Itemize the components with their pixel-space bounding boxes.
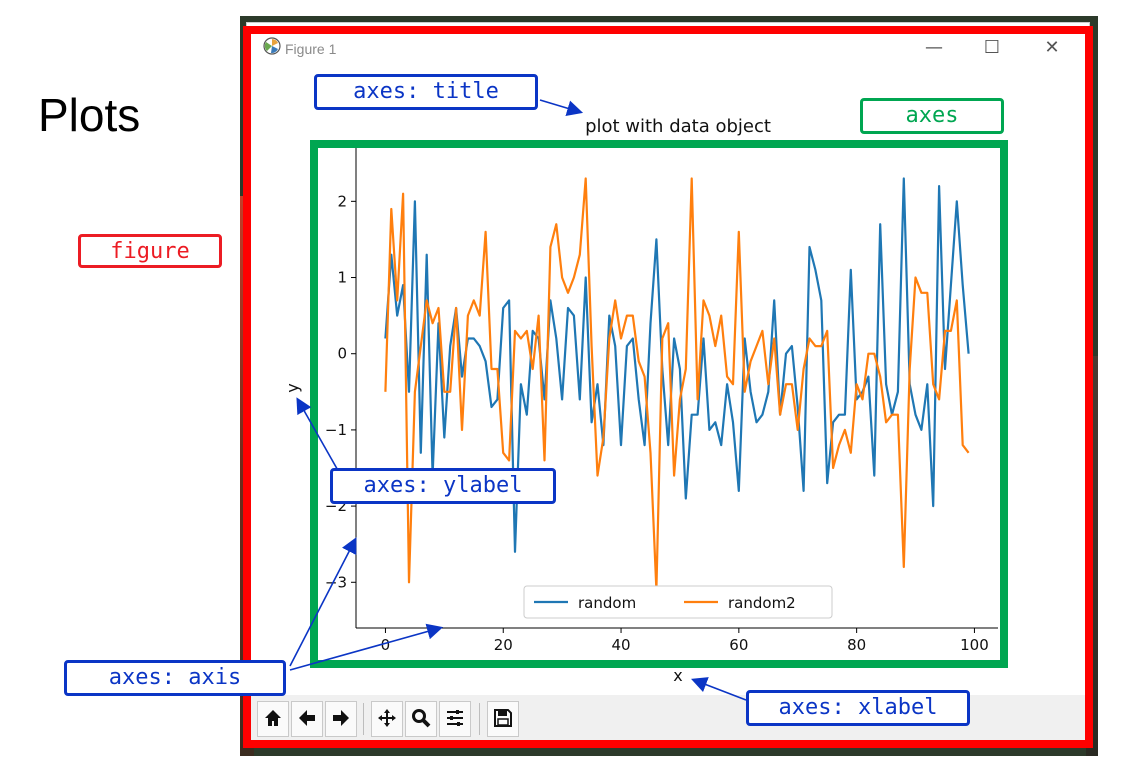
x-tick-label: 60: [729, 636, 748, 654]
y-tick-label: −3: [325, 573, 347, 591]
window-titlebar: Figure 1 — ☐ ✕: [247, 23, 1089, 73]
x-tick-label: 0: [381, 636, 391, 654]
close-button[interactable]: ✕: [1044, 37, 1060, 58]
chart-title: plot with data object: [585, 116, 771, 137]
toolbar-separator: [363, 703, 364, 735]
x-tick-label: 40: [611, 636, 630, 654]
toolbar-separator: [479, 703, 480, 735]
zoom-icon: [412, 709, 431, 728]
maximize-button[interactable]: ☐: [983, 37, 1001, 58]
callout-axes: axes: [860, 98, 1004, 134]
x-axis-label: x: [673, 666, 682, 685]
home-button[interactable]: [257, 701, 289, 737]
minimize-button[interactable]: —: [925, 37, 943, 58]
y-tick-label: 1: [337, 269, 347, 287]
forward-arrow-icon: [333, 710, 349, 726]
forward-button[interactable]: [325, 701, 357, 737]
y-axis-label: y: [283, 383, 302, 392]
pan-icon: [378, 709, 396, 727]
legend-frame: [523, 585, 833, 619]
x-tick-label: 80: [847, 636, 866, 654]
y-tick-label: 2: [337, 192, 347, 210]
configure-icon: [447, 710, 463, 726]
callout-axis: axes: axis: [64, 660, 286, 696]
series-line-random: [384, 177, 970, 553]
y-tick-label: −1: [325, 421, 347, 439]
callout-ylabel: axes: ylabel: [330, 468, 556, 504]
x-tick-label: 100: [960, 636, 989, 654]
save-button[interactable]: [487, 701, 519, 737]
configure-subplots-button[interactable]: [439, 701, 471, 737]
x-tick-label: 20: [494, 636, 513, 654]
callout-title: axes: title: [314, 74, 538, 110]
zoom-button[interactable]: [405, 701, 437, 737]
chart-legend: random random2: [523, 585, 833, 619]
series-line-random2: [384, 177, 970, 592]
y-tick-label: 0: [337, 345, 347, 363]
pan-button[interactable]: [371, 701, 403, 737]
back-arrow-icon: [299, 710, 315, 726]
back-button[interactable]: [291, 701, 323, 737]
slide-title: Plots: [38, 89, 141, 141]
home-icon: [265, 710, 281, 726]
save-icon: [494, 709, 512, 727]
matplotlib-logo-icon: [263, 37, 281, 55]
callout-figure: figure: [78, 234, 222, 268]
window-title: Figure 1: [285, 41, 337, 57]
callout-xlabel: axes: xlabel: [746, 690, 970, 726]
legend-label-random: random: [578, 594, 636, 612]
legend-label-random2: random2: [728, 594, 796, 612]
